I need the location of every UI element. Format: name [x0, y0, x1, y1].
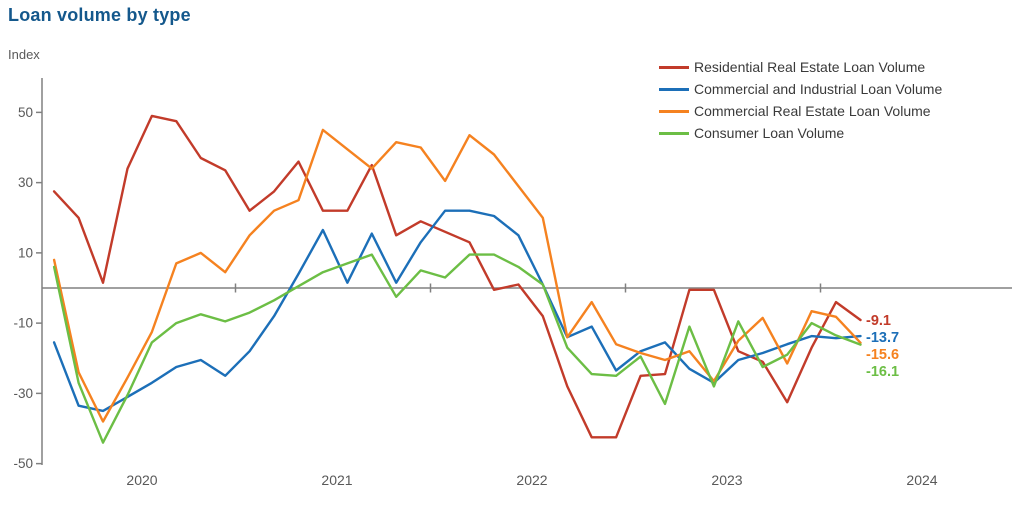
legend-swatch-icon: [659, 87, 689, 91]
legend-item: Residential Real Estate Loan Volume: [659, 56, 942, 78]
x-axis-year-label: 2020: [126, 472, 157, 488]
chart-title: Loan volume by type: [8, 5, 191, 25]
y-axis-tick-label: 50: [18, 105, 33, 120]
legend-item: Commercial Real Estate Loan Volume: [659, 100, 942, 122]
y-axis-tick-label: -30: [13, 386, 33, 401]
legend-label: Commercial Real Estate Loan Volume: [694, 103, 931, 119]
x-axis-year-label: 2023: [711, 472, 742, 488]
y-axis-tick-label: 30: [18, 175, 33, 190]
series-end-label-3: -16.1: [866, 364, 899, 380]
x-axis-year-label: 2024: [906, 472, 937, 488]
legend-swatch-icon: [659, 109, 689, 113]
legend-swatch-icon: [659, 65, 689, 69]
series-end-label-2: -15.6: [866, 347, 899, 363]
y-axis-tick-label: 10: [18, 245, 33, 260]
legend-item: Consumer Loan Volume: [659, 122, 942, 144]
legend-label: Residential Real Estate Loan Volume: [694, 59, 926, 75]
series-line-1: [52, 209, 862, 413]
series-line-2: [52, 128, 862, 423]
series-line-3: [52, 253, 862, 444]
legend-label: Consumer Loan Volume: [694, 125, 845, 141]
y-axis-tick-label: -50: [13, 456, 33, 471]
series-line-0: [52, 114, 862, 439]
legend-item: Commercial and Industrial Loan Volume: [659, 78, 942, 100]
x-axis-year-label: 2022: [516, 472, 547, 488]
legend: Residential Real Estate Loan Volume Comme…: [659, 56, 942, 144]
y-axis-unit-label: Index: [8, 47, 40, 62]
legend-label: Commercial and Industrial Loan Volume: [694, 81, 943, 97]
legend-swatch-icon: [659, 131, 689, 135]
y-axis-tick-label: -10: [13, 316, 33, 331]
series-end-label-1: -13.7: [866, 330, 899, 346]
x-axis-year-label: 2021: [321, 472, 352, 488]
series-end-label-0: -9.1: [866, 313, 891, 329]
